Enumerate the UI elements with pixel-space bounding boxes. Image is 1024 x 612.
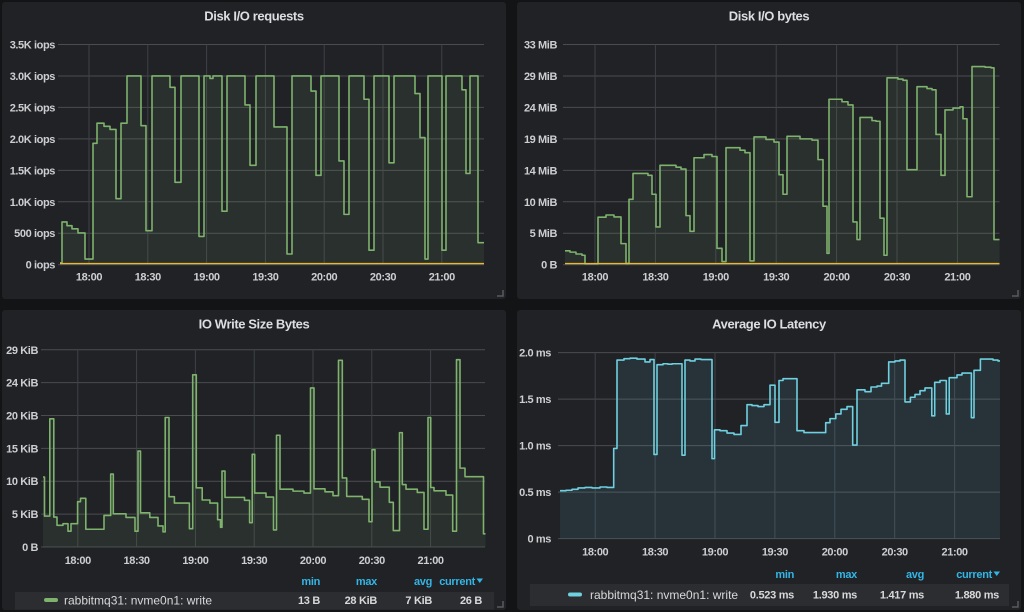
svg-text:20:30: 20:30 <box>882 547 908 559</box>
svg-text:20:00: 20:00 <box>822 547 848 559</box>
svg-text:28 KiB: 28 KiB <box>345 595 378 607</box>
svg-text:26 B: 26 B <box>460 595 482 607</box>
svg-text:19:30: 19:30 <box>763 271 789 283</box>
svg-text:500 iops: 500 iops <box>14 228 55 240</box>
svg-text:18:30: 18:30 <box>124 555 150 567</box>
svg-text:24 MiB: 24 MiB <box>524 102 558 114</box>
svg-text:5 KiB: 5 KiB <box>12 509 39 521</box>
svg-text:18:30: 18:30 <box>135 271 161 283</box>
svg-text:current: current <box>439 576 475 588</box>
svg-text:1.5K iops: 1.5K iops <box>10 165 56 177</box>
svg-text:2.0 ms: 2.0 ms <box>519 348 551 360</box>
svg-text:avg: avg <box>906 569 924 581</box>
svg-text:20:00: 20:00 <box>300 555 326 567</box>
svg-text:Disk I/O bytes: Disk I/O bytes <box>729 9 810 24</box>
svg-text:0 iops: 0 iops <box>26 260 56 272</box>
svg-text:20:30: 20:30 <box>370 271 396 283</box>
svg-text:rabbitmq31: nvme0n1: write: rabbitmq31: nvme0n1: write <box>590 588 738 602</box>
svg-text:18:30: 18:30 <box>642 547 668 559</box>
svg-text:19:30: 19:30 <box>241 555 267 567</box>
svg-text:18:00: 18:00 <box>582 271 608 283</box>
svg-text:Disk I/O requests: Disk I/O requests <box>204 9 304 24</box>
svg-text:19 MiB: 19 MiB <box>524 134 558 146</box>
svg-text:20:00: 20:00 <box>311 271 337 283</box>
svg-text:19:30: 19:30 <box>252 271 278 283</box>
svg-text:2.5K iops: 2.5K iops <box>10 102 56 114</box>
svg-text:15 KiB: 15 KiB <box>6 443 38 455</box>
svg-text:1.0K iops: 1.0K iops <box>10 197 56 209</box>
svg-text:0 B: 0 B <box>22 542 38 554</box>
svg-text:1.5 ms: 1.5 ms <box>519 394 551 406</box>
svg-text:20:00: 20:00 <box>824 271 850 283</box>
svg-text:19:00: 19:00 <box>703 271 729 283</box>
svg-text:Average IO Latency: Average IO Latency <box>712 317 827 332</box>
svg-text:max: max <box>356 576 378 588</box>
svg-text:min: min <box>301 576 320 588</box>
svg-text:14 MiB: 14 MiB <box>524 165 558 177</box>
svg-text:3.0K iops: 3.0K iops <box>10 71 56 83</box>
svg-text:19:00: 19:00 <box>194 271 220 283</box>
svg-text:21:00: 21:00 <box>944 271 970 283</box>
svg-text:3.5K iops: 3.5K iops <box>10 39 56 51</box>
svg-text:1.880 ms: 1.880 ms <box>955 590 999 602</box>
svg-text:0.523 ms: 0.523 ms <box>750 590 794 602</box>
svg-text:21:00: 21:00 <box>429 271 455 283</box>
svg-text:19:00: 19:00 <box>702 547 728 559</box>
svg-text:0.5 ms: 0.5 ms <box>519 487 551 499</box>
svg-text:current: current <box>956 569 992 581</box>
svg-text:7 KiB: 7 KiB <box>405 595 432 607</box>
svg-text:21:00: 21:00 <box>942 547 968 559</box>
svg-text:min: min <box>775 569 794 581</box>
svg-text:rabbitmq31: nvme0n1: write: rabbitmq31: nvme0n1: write <box>64 593 212 607</box>
svg-text:IO Write Size Bytes: IO Write Size Bytes <box>199 317 310 332</box>
svg-text:29 KiB: 29 KiB <box>6 345 38 357</box>
svg-text:18:00: 18:00 <box>76 271 102 283</box>
svg-text:5 MiB: 5 MiB <box>530 228 558 240</box>
svg-text:19:00: 19:00 <box>182 555 208 567</box>
svg-text:18:00: 18:00 <box>582 547 608 559</box>
svg-text:1.417 ms: 1.417 ms <box>880 590 924 602</box>
svg-text:1.0 ms: 1.0 ms <box>519 441 551 453</box>
svg-text:33 MiB: 33 MiB <box>524 39 558 51</box>
svg-text:2.0K iops: 2.0K iops <box>10 134 56 146</box>
svg-text:21:00: 21:00 <box>418 555 444 567</box>
svg-text:20:30: 20:30 <box>359 555 385 567</box>
svg-text:avg: avg <box>414 576 432 588</box>
svg-text:20 KiB: 20 KiB <box>6 410 38 422</box>
svg-text:10 MiB: 10 MiB <box>524 197 558 209</box>
svg-text:18:00: 18:00 <box>65 555 91 567</box>
svg-text:max: max <box>836 569 858 581</box>
svg-text:20:30: 20:30 <box>884 271 910 283</box>
svg-text:10 KiB: 10 KiB <box>6 476 38 488</box>
svg-text:13 B: 13 B <box>298 595 320 607</box>
svg-text:29 MiB: 29 MiB <box>524 71 558 83</box>
svg-text:0 B: 0 B <box>541 260 557 272</box>
svg-text:0 ms: 0 ms <box>528 534 552 546</box>
svg-text:18:30: 18:30 <box>642 271 668 283</box>
svg-text:1.930 ms: 1.930 ms <box>813 590 857 602</box>
svg-text:24 KiB: 24 KiB <box>6 378 38 390</box>
svg-text:19:30: 19:30 <box>762 547 788 559</box>
